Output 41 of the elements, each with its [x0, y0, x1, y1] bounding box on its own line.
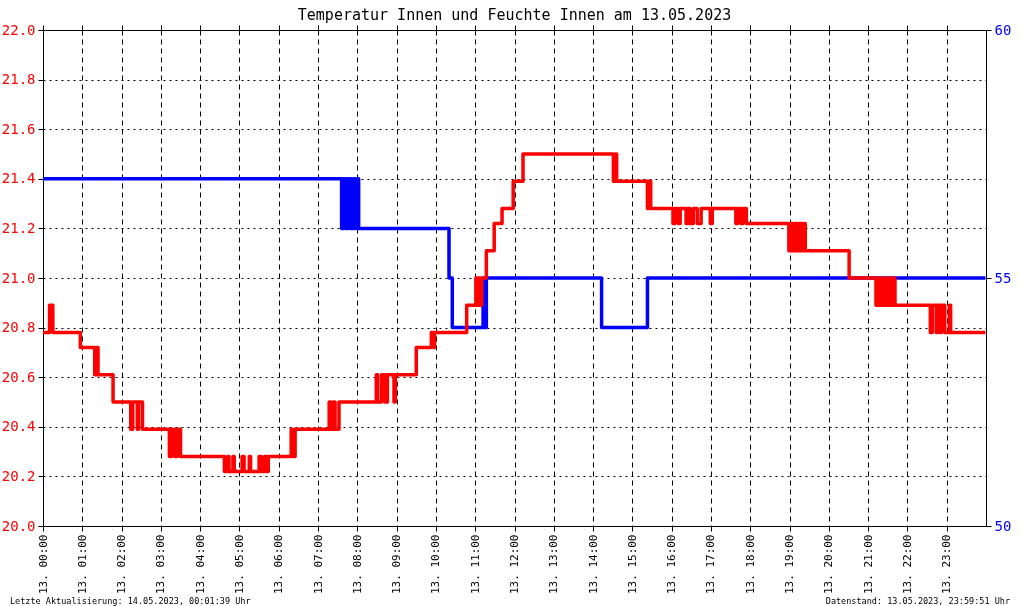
x-tick-label: 13. 08:00 [350, 534, 364, 595]
x-tick-label: 13. 04:00 [193, 534, 207, 595]
x-tick-label: 13. 21:00 [861, 534, 875, 595]
text: Datenstand: 13.05.2023, 23:59:51 Uhr [825, 596, 1010, 606]
text: Letzte Aktualisierung: 14.05.2023, 00:01:39 Uhr [10, 596, 251, 606]
y-tick-label: 21.0 [1, 269, 36, 286]
x-tick-label: 13. 10:00 [429, 534, 443, 595]
x-tick-label: 13. 00:00 [36, 534, 50, 595]
y-tick-label: 20.2 [1, 467, 36, 484]
x-tick-label: 13. 22:00 [900, 534, 914, 595]
x-tick-label: 13. 09:00 [390, 534, 404, 595]
x-tick-label: 13. 07:00 [311, 534, 325, 595]
y-tick-label: 21.4 [1, 170, 36, 187]
y-tick-label: 21.2 [1, 219, 36, 236]
x-tick-label: 13. 12:00 [508, 534, 521, 595]
y2-tick-label: 60 [994, 21, 1012, 38]
chart-title: Temperatur Innen und Feuchte Innen am 13.05.2023 [297, 6, 732, 24]
x-tick-label: 13. 02:00 [115, 534, 129, 595]
y-tick-label: 20.0 [1, 517, 36, 534]
x-tick-label: 13. 05:00 [232, 534, 246, 595]
y-tick-label: 20.6 [1, 368, 36, 385]
x-tick-label: 13. 14:00 [586, 534, 600, 595]
x-tick-label: 13. 23:00 [940, 534, 954, 595]
y-tick-label: 20.4 [1, 418, 36, 435]
y2-tick-label: 50 [994, 517, 1012, 534]
y-tick-label: 22.0 [1, 21, 36, 38]
x-tick-label: 13. 16:00 [665, 534, 679, 595]
y2-tick-label: 55 [994, 269, 1012, 286]
x-tick-label: 13. 03:00 [154, 534, 168, 595]
y-tick-label: 21.6 [1, 120, 36, 137]
x-tick-label: 13. 15:00 [625, 534, 639, 595]
y-tick-label: 21.8 [1, 71, 36, 88]
x-tick-label: 13. 17:00 [704, 534, 718, 595]
x-tick-label: 13. 19:00 [783, 534, 797, 595]
x-tick-label: 13. 20:00 [822, 534, 836, 595]
x-tick-label: 13. 06:00 [272, 534, 286, 595]
y-tick-label: 20.8 [1, 319, 36, 336]
x-tick-label: 13. 18:00 [743, 534, 757, 595]
x-tick-label: 13. 11:00 [468, 534, 482, 595]
x-tick-label: 13. 01:00 [75, 534, 89, 595]
x-tick-label: 13. 13:00 [547, 534, 561, 595]
